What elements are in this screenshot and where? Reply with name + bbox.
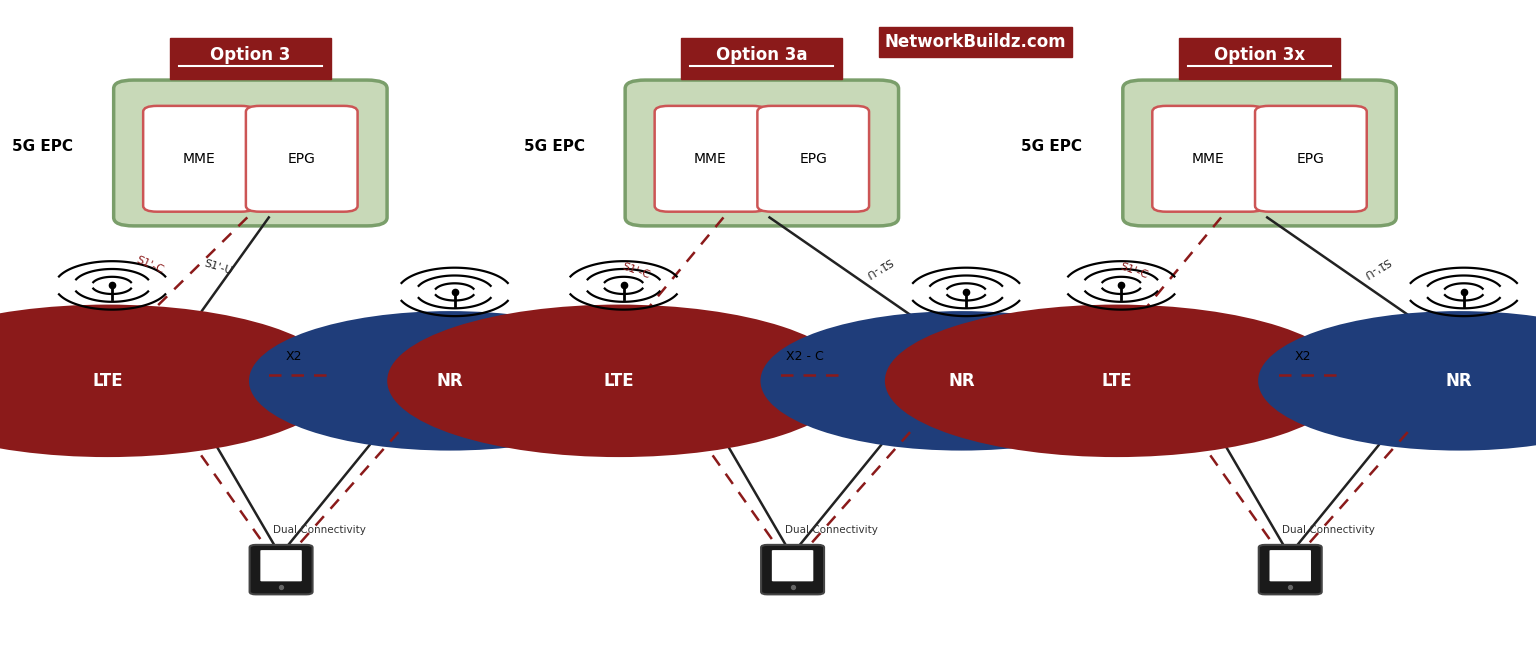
Text: EPG: EPG — [1296, 152, 1326, 166]
Ellipse shape — [0, 306, 338, 456]
Text: MME: MME — [694, 152, 727, 166]
Text: MME: MME — [183, 152, 215, 166]
Text: NR: NR — [948, 372, 975, 390]
Text: NR: NR — [436, 372, 464, 390]
Text: 5G EPC: 5G EPC — [524, 139, 585, 154]
FancyBboxPatch shape — [1260, 545, 1322, 594]
Text: LTE: LTE — [604, 372, 634, 390]
Text: LTE: LTE — [92, 372, 123, 390]
Text: S1'-C: S1'-C — [135, 255, 164, 275]
FancyBboxPatch shape — [1152, 106, 1264, 212]
FancyBboxPatch shape — [260, 550, 301, 581]
Ellipse shape — [389, 306, 849, 456]
Ellipse shape — [886, 306, 1347, 456]
Text: EPG: EPG — [799, 152, 828, 166]
Text: Dual Connectivity: Dual Connectivity — [1283, 525, 1375, 535]
Text: X2: X2 — [1295, 350, 1310, 363]
Text: Option 3x: Option 3x — [1213, 46, 1306, 64]
Ellipse shape — [1260, 312, 1536, 449]
Text: X2 - C: X2 - C — [786, 350, 823, 363]
FancyBboxPatch shape — [654, 106, 766, 212]
Text: NR: NR — [1445, 372, 1473, 390]
Text: Dual Connectivity: Dual Connectivity — [785, 525, 877, 535]
FancyBboxPatch shape — [682, 38, 842, 79]
FancyBboxPatch shape — [760, 545, 823, 594]
Text: S1'-U: S1'-U — [203, 258, 233, 277]
Text: Dual Connectivity: Dual Connectivity — [273, 525, 366, 535]
Text: MME: MME — [1192, 152, 1224, 166]
FancyBboxPatch shape — [757, 106, 869, 212]
FancyBboxPatch shape — [114, 80, 387, 226]
FancyBboxPatch shape — [169, 38, 332, 79]
Text: X2: X2 — [286, 350, 301, 363]
Text: S1'-U: S1'-U — [863, 255, 894, 279]
FancyBboxPatch shape — [249, 545, 312, 594]
Ellipse shape — [762, 312, 1161, 449]
Ellipse shape — [250, 312, 650, 449]
FancyBboxPatch shape — [1123, 80, 1396, 226]
Text: NetworkBuildz.com: NetworkBuildz.com — [885, 33, 1066, 51]
FancyBboxPatch shape — [773, 550, 814, 581]
FancyBboxPatch shape — [1180, 38, 1339, 79]
FancyBboxPatch shape — [625, 80, 899, 226]
FancyBboxPatch shape — [1255, 106, 1367, 212]
Text: LTE: LTE — [1101, 372, 1132, 390]
Text: Option 3: Option 3 — [210, 46, 290, 64]
FancyBboxPatch shape — [246, 106, 358, 212]
Text: S1'-C: S1'-C — [621, 262, 651, 281]
Text: 5G EPC: 5G EPC — [12, 139, 74, 154]
FancyBboxPatch shape — [143, 106, 255, 212]
Text: 5G EPC: 5G EPC — [1021, 139, 1083, 154]
Text: S1'-U: S1'-U — [1361, 255, 1392, 279]
Text: EPG: EPG — [287, 152, 316, 166]
Text: S1'-C: S1'-C — [1118, 262, 1149, 281]
FancyBboxPatch shape — [1269, 550, 1312, 581]
Text: Option 3a: Option 3a — [716, 46, 808, 64]
